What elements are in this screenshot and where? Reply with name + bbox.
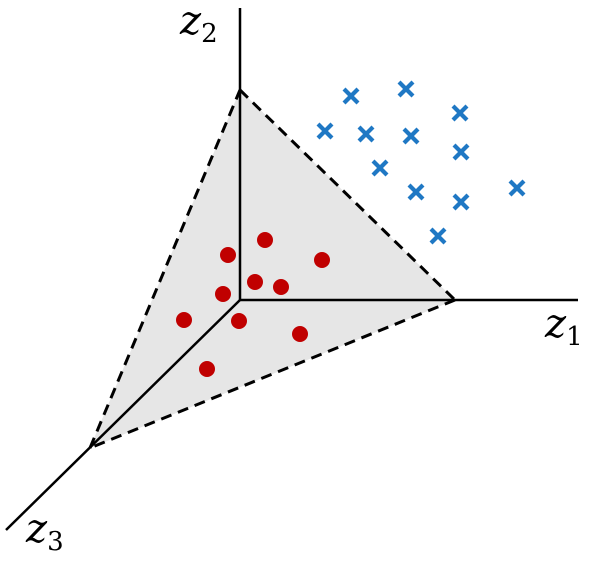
z1-axis-label: z1: [544, 301, 583, 352]
z1-axis-subscript: 1: [566, 322, 583, 352]
z2-axis-symbol: z: [179, 0, 202, 44]
circle-point: [273, 279, 289, 295]
z3-axis-subscript: 3: [47, 527, 64, 557]
cross-point: [429, 227, 447, 245]
circle-point: [231, 313, 247, 329]
circle-point: [314, 252, 330, 268]
cross-class-points: [316, 80, 526, 245]
cross-point: [342, 87, 360, 105]
plane-edge-z2-z1: [238, 88, 457, 302]
circle-point: [176, 312, 192, 328]
z1-axis-symbol: z: [544, 301, 567, 347]
circle-point: [215, 286, 231, 302]
cross-point: [357, 125, 375, 143]
circle-point: [257, 232, 273, 248]
circle-point: [247, 274, 263, 290]
cross-point: [407, 183, 425, 201]
z2-axis-label: z2: [179, 0, 218, 49]
plane-edge-z1-z3: [89, 298, 456, 450]
circle-point: [199, 361, 215, 377]
cross-point: [371, 159, 389, 177]
z3-axis-symbol: z: [25, 506, 48, 552]
cross-point: [452, 193, 470, 211]
cross-point: [452, 143, 470, 161]
plane-edge-z3-z2: [88, 89, 242, 449]
circle-point: [220, 247, 236, 263]
circle-point: [292, 326, 308, 342]
cross-point: [451, 104, 469, 122]
cross-point: [402, 127, 420, 145]
z3-axis-label: z3: [25, 506, 64, 557]
circle-class-points: [176, 232, 330, 377]
z3-axis-line: [5, 299, 241, 531]
cross-point: [397, 80, 415, 98]
z2-axis-subscript: 2: [201, 19, 218, 49]
cross-point: [316, 122, 334, 140]
cross-point: [508, 179, 526, 197]
